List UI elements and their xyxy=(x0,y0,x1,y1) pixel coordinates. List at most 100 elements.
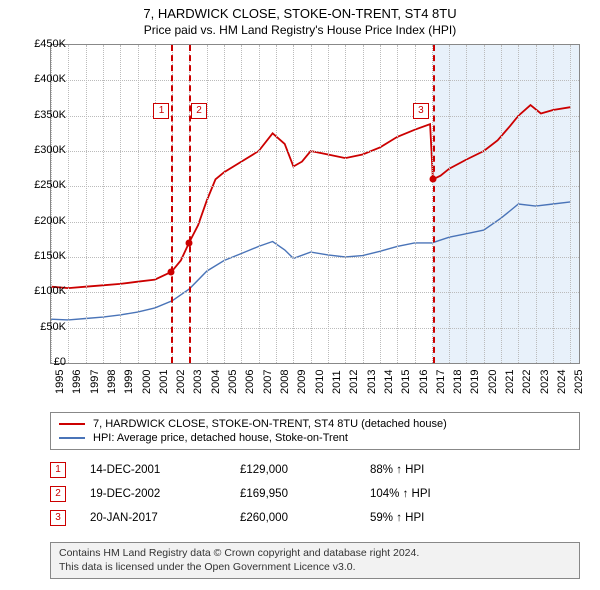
sale-marker-dot xyxy=(168,268,175,275)
x-axis-label: 1997 xyxy=(89,370,101,394)
gridline-vertical xyxy=(501,45,502,363)
gridline-vertical xyxy=(449,45,450,363)
gridline-vertical xyxy=(241,45,242,363)
y-axis-label: £100K xyxy=(34,285,66,297)
sale-marker-box: 1 xyxy=(153,103,169,119)
x-axis-label: 1995 xyxy=(54,370,66,394)
x-axis-label: 1999 xyxy=(123,370,135,394)
sale-marker-box: 3 xyxy=(413,103,429,119)
chart-title: 7, HARDWICK CLOSE, STOKE-ON-TRENT, ST4 8… xyxy=(0,0,600,23)
x-axis-label: 2014 xyxy=(383,370,395,394)
gridline-vertical xyxy=(345,45,346,363)
sale-row-hpi: 104% ↑ HPI xyxy=(370,488,431,500)
chart-container: 7, HARDWICK CLOSE, STOKE-ON-TRENT, ST4 8… xyxy=(0,0,600,590)
footer-attribution: Contains HM Land Registry data © Crown c… xyxy=(50,542,580,579)
sale-row-price: £129,000 xyxy=(240,464,370,476)
sale-marker-dot xyxy=(429,176,436,183)
x-axis-label: 2019 xyxy=(469,370,481,394)
sale-row-price: £260,000 xyxy=(240,512,370,524)
gridline-vertical xyxy=(120,45,121,363)
sale-marker-line xyxy=(189,45,191,363)
x-axis-label: 1998 xyxy=(106,370,118,394)
gridline-vertical xyxy=(536,45,537,363)
sale-row: 219-DEC-2002£169,950104% ↑ HPI xyxy=(50,482,580,506)
x-axis-label: 2024 xyxy=(556,370,568,394)
gridline-vertical xyxy=(138,45,139,363)
x-axis-label: 2022 xyxy=(521,370,533,394)
x-axis-label: 2016 xyxy=(418,370,430,394)
gridline-vertical xyxy=(553,45,554,363)
plot-area: 1 2 3 xyxy=(50,44,580,364)
x-axis-label: 2001 xyxy=(158,370,170,394)
x-axis-label: 2002 xyxy=(175,370,187,394)
gridline-vertical xyxy=(380,45,381,363)
x-axis-label: 2004 xyxy=(210,370,222,394)
legend-row: 7, HARDWICK CLOSE, STOKE-ON-TRENT, ST4 8… xyxy=(59,417,571,431)
gridline-vertical xyxy=(276,45,277,363)
x-axis-label: 2008 xyxy=(279,370,291,394)
gridline-vertical xyxy=(51,45,52,363)
gridline-vertical xyxy=(155,45,156,363)
chart-wrap: 1 2 3 1995 1996 1997 1998 1999 2000 2001 2002 2003… xyxy=(0,44,600,404)
gridline-vertical xyxy=(363,45,364,363)
gridline-horizontal xyxy=(51,292,579,293)
sale-row-index: 1 xyxy=(50,462,66,478)
y-axis-label: £400K xyxy=(34,73,66,85)
sale-row: 320-JAN-2017£260,00059% ↑ HPI xyxy=(50,506,580,530)
gridline-vertical xyxy=(259,45,260,363)
gridline-vertical xyxy=(207,45,208,363)
x-axis-label: 2018 xyxy=(452,370,464,394)
y-axis-label: £50K xyxy=(40,321,66,333)
gridline-vertical xyxy=(484,45,485,363)
gridline-horizontal xyxy=(51,328,579,329)
x-axis-label: 2021 xyxy=(504,370,516,394)
line-series-svg xyxy=(51,45,579,363)
gridline-vertical xyxy=(328,45,329,363)
sales-table: 114-DEC-2001£129,00088% ↑ HPI219-DEC-200… xyxy=(50,458,580,530)
gridline-vertical xyxy=(466,45,467,363)
gridline-vertical xyxy=(570,45,571,363)
legend-swatch xyxy=(59,423,85,425)
x-axis-label: 2020 xyxy=(487,370,499,394)
gridline-vertical xyxy=(86,45,87,363)
gridline-vertical xyxy=(224,45,225,363)
y-axis-label: £450K xyxy=(34,38,66,50)
legend-swatch xyxy=(59,437,85,439)
x-axis-label: 2017 xyxy=(435,370,447,394)
legend-label: 7, HARDWICK CLOSE, STOKE-ON-TRENT, ST4 8… xyxy=(93,418,447,430)
legend-row: HPI: Average price, detached house, Stok… xyxy=(59,431,571,445)
x-axis-label: 2000 xyxy=(141,370,153,394)
y-axis-label: £150K xyxy=(34,250,66,262)
sale-row-price: £169,950 xyxy=(240,488,370,500)
gridline-horizontal xyxy=(51,116,579,117)
gridline-vertical xyxy=(68,45,69,363)
x-axis-label: 2013 xyxy=(366,370,378,394)
x-axis-label: 1996 xyxy=(71,370,83,394)
x-axis-label: 2009 xyxy=(296,370,308,394)
y-axis-label: £300K xyxy=(34,144,66,156)
gridline-vertical xyxy=(415,45,416,363)
sale-row: 114-DEC-2001£129,00088% ↑ HPI xyxy=(50,458,580,482)
gridline-horizontal xyxy=(51,186,579,187)
sale-marker-line xyxy=(171,45,173,363)
x-axis-label: 2015 xyxy=(400,370,412,394)
chart-subtitle: Price paid vs. HM Land Registry's House … xyxy=(0,23,600,41)
x-axis-label: 2005 xyxy=(227,370,239,394)
x-axis-label: 2003 xyxy=(192,370,204,394)
sale-row-index: 3 xyxy=(50,510,66,526)
y-axis-label: £200K xyxy=(34,215,66,227)
footer-line-2: This data is licensed under the Open Gov… xyxy=(59,561,571,575)
sale-row-date: 14-DEC-2001 xyxy=(90,464,240,476)
legend-box: 7, HARDWICK CLOSE, STOKE-ON-TRENT, ST4 8… xyxy=(50,412,580,450)
y-axis-label: £350K xyxy=(34,109,66,121)
sale-row-hpi: 59% ↑ HPI xyxy=(370,512,424,524)
y-axis-label: £0 xyxy=(54,356,66,368)
x-axis-label: 2007 xyxy=(262,370,274,394)
sale-marker-box: 2 xyxy=(191,103,207,119)
sale-marker-line xyxy=(433,45,435,363)
x-axis-label: 2025 xyxy=(573,370,585,394)
x-axis-label: 2023 xyxy=(539,370,551,394)
legend-label: HPI: Average price, detached house, Stok… xyxy=(93,432,348,444)
gridline-horizontal xyxy=(51,257,579,258)
gridline-horizontal xyxy=(51,222,579,223)
